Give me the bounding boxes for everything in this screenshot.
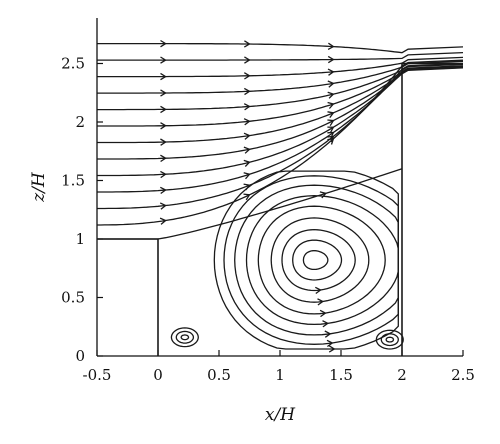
flow-arrow	[327, 131, 335, 139]
flow-arrow	[160, 72, 167, 81]
upstream-corner-vortex	[180, 334, 190, 341]
flow-arrow	[327, 111, 335, 118]
flow-arrow	[322, 320, 330, 328]
streamline	[97, 65, 463, 193]
flow-arrow	[327, 126, 335, 133]
vortex-streamline	[302, 250, 329, 271]
x-tick-label: 1.5	[329, 366, 353, 384]
vortex-streamline	[257, 205, 386, 315]
flow-arrow	[327, 101, 335, 109]
flow-arrow	[243, 132, 251, 140]
y-tick-label: 1	[75, 230, 85, 248]
vortex-streamline	[245, 195, 399, 326]
downstream-corner-vortex	[375, 329, 404, 350]
vortex-streamline	[213, 170, 399, 350]
flow-arrow	[160, 105, 167, 114]
flow-arrow	[243, 118, 251, 126]
flow-arrow	[243, 72, 251, 80]
x-tick-label: 0	[153, 366, 163, 384]
shear-layer-streamline	[97, 168, 403, 240]
flow-arrow	[160, 138, 167, 146]
streamline	[97, 66, 463, 144]
streamline	[97, 62, 463, 210]
x-tick-label: -0.5	[83, 366, 112, 384]
flow-arrow	[328, 345, 336, 353]
upstream-step-wall	[97, 238, 159, 356]
flow-arrow	[243, 40, 251, 48]
flow-arrow	[243, 172, 251, 180]
flow-arrow	[327, 68, 335, 76]
streamlines	[97, 39, 463, 353]
vortex-streamline	[281, 228, 356, 292]
upstream-corner-vortex	[170, 327, 199, 348]
flow-arrow	[317, 298, 325, 306]
flow-arrow	[160, 186, 167, 195]
x-tick-label: 2.5	[451, 366, 475, 384]
flow-arrow	[243, 146, 251, 154]
x-tick-label: 1	[275, 366, 285, 384]
y-tick-label: 1.5	[61, 172, 85, 190]
flow-arrow	[243, 159, 251, 167]
flow-arrow	[160, 56, 167, 64]
vortex-streamline	[270, 217, 370, 303]
streamline	[97, 65, 463, 127]
downstream-corner-vortex	[380, 333, 399, 347]
x-axis-ticks: -0.5 0 0.5 1 1.5 2 2.5	[83, 350, 475, 384]
flow-arrow	[327, 91, 335, 99]
flow-arrow	[319, 309, 327, 318]
flow-arrow	[159, 217, 167, 225]
downstream-step-wall	[401, 62, 463, 356]
flow-arrow	[324, 330, 332, 338]
x-tick-label: 2	[397, 366, 407, 384]
flow-arrow	[160, 154, 167, 163]
streamline	[97, 67, 463, 160]
flow-arrow	[244, 56, 251, 64]
downstream-corner-vortex	[385, 336, 395, 343]
y-axis-label: z/H	[29, 171, 49, 203]
x-tick-label: 0.5	[207, 366, 231, 384]
vortex-streamline	[292, 239, 343, 281]
y-axis-ticks: 0 0.5 1 1.5 2 2.5	[61, 55, 103, 365]
y-tick-label: 0.5	[61, 289, 85, 307]
y-tick-label: 2.5	[61, 55, 85, 73]
cavity-walls	[97, 62, 463, 356]
streamline	[97, 60, 463, 94]
streamline	[97, 51, 463, 61]
flow-arrow	[243, 193, 251, 201]
flow-arrow	[327, 135, 335, 143]
flow-arrow	[327, 80, 335, 88]
flow-arrow	[327, 55, 335, 64]
flow-arrow	[160, 170, 167, 179]
vortex-streamline	[223, 175, 399, 345]
flow-arrow	[160, 89, 167, 97]
streamline	[97, 66, 463, 177]
y-tick-label: 0	[75, 347, 85, 365]
flow-arrow	[243, 103, 251, 111]
streamline	[97, 56, 463, 78]
streamline	[97, 63, 463, 111]
flow-arrow	[315, 286, 322, 295]
flow-arrow	[160, 39, 167, 48]
vortex-streamline	[234, 184, 399, 336]
flow-arrow	[327, 42, 335, 50]
y-tick-label: 2	[75, 113, 85, 131]
x-axis-label: x/H	[265, 405, 296, 425]
flow-arrow	[243, 87, 251, 96]
flow-arrow	[159, 202, 167, 210]
flow-arrow	[327, 119, 335, 127]
streamline	[97, 42, 463, 54]
flow-arrow	[326, 339, 334, 348]
flow-arrow	[160, 122, 167, 130]
upstream-corner-vortex	[175, 330, 195, 344]
